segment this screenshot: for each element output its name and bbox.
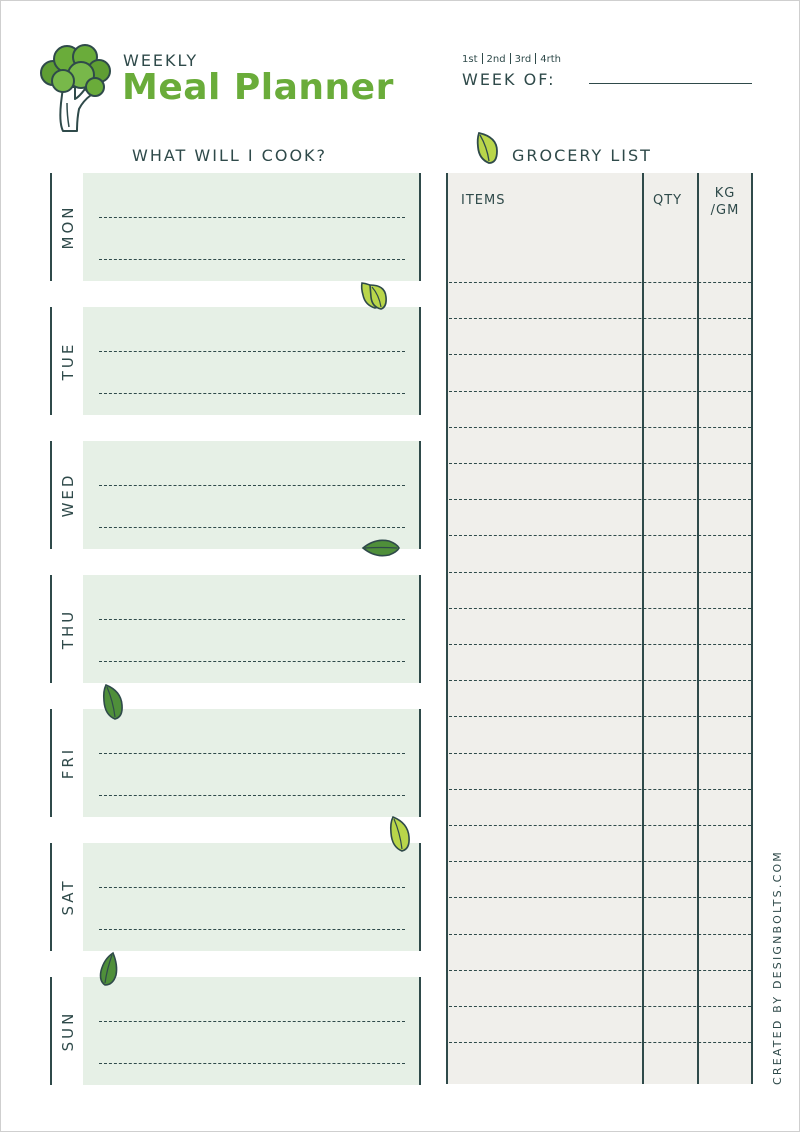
grocery-row-line (449, 463, 751, 464)
grocery-row-line (449, 282, 751, 283)
leaf-icon (102, 683, 123, 720)
column-header-qty: QTY (653, 193, 683, 208)
credit-text: CREATED BY DESIGNBOLTS.COM (771, 850, 784, 1085)
grocery-row-line (449, 390, 751, 392)
column-header-items: ITEMS (461, 193, 506, 208)
week-options: 1st 2nd 3rd 4rth (462, 53, 561, 65)
grocery-row-line (449, 318, 751, 320)
day-block-sat: SAT (50, 843, 421, 951)
week-option-3[interactable]: 3rd (514, 54, 532, 65)
day-meal-area[interactable] (83, 307, 419, 415)
grocery-row-line (449, 897, 751, 899)
grocery-row-line (449, 354, 751, 356)
day-meal-area[interactable] (83, 977, 419, 1085)
day-meal-area[interactable] (83, 441, 419, 549)
page-title: Meal Planner (122, 67, 394, 108)
week-option-2[interactable]: 2nd (486, 54, 506, 65)
grocery-heading: GROCERY LIST (512, 146, 652, 165)
grocery-row-line (449, 716, 751, 718)
column-header-kg-gm: KG /GM (710, 186, 740, 218)
leaf-icon (476, 131, 498, 164)
day-label: SAT (58, 878, 77, 916)
day-label: WED (58, 472, 77, 518)
day-label: MON (58, 204, 77, 250)
day-block-wed: WED (50, 441, 421, 549)
week-option-4[interactable]: 4rth (540, 54, 561, 65)
leaf-icon (99, 951, 118, 986)
week-of-field[interactable] (589, 83, 752, 84)
title-weekly: WEEKLY (123, 51, 199, 70)
grocery-row-line (449, 571, 751, 573)
cook-heading: WHAT WILL I COOK? (132, 146, 328, 165)
grocery-row-line (449, 426, 751, 428)
grocery-row-line (449, 933, 751, 935)
day-meal-area[interactable] (83, 709, 419, 817)
grocery-row-line (449, 535, 751, 537)
day-label: TUE (58, 341, 77, 381)
week-option-1[interactable]: 1st (462, 54, 478, 65)
day-label: THU (58, 608, 77, 650)
grocery-row-line (449, 969, 751, 971)
day-block-sun: SUN (50, 977, 421, 1085)
leaf-icon (360, 282, 387, 310)
broccoli-icon (40, 44, 111, 132)
grocery-row-line (449, 680, 751, 682)
day-meal-area[interactable] (83, 843, 419, 951)
day-meal-area[interactable] (83, 173, 419, 281)
grocery-table[interactable] (447, 173, 752, 1084)
week-of-label: WEEK OF: (462, 70, 556, 89)
day-block-fri: FRI (50, 709, 421, 817)
grocery-row-line (449, 788, 751, 790)
day-block-tue: TUE (50, 307, 421, 415)
leaf-icon (361, 539, 400, 557)
day-meal-area[interactable] (83, 575, 419, 683)
grocery-row-line (449, 499, 751, 501)
grocery-row-line (449, 861, 751, 863)
day-block-thu: THU (50, 575, 421, 683)
grocery-row-line (449, 1042, 751, 1044)
grocery-row-line (449, 644, 751, 645)
grocery-row-line (449, 752, 751, 754)
grocery-row-line (449, 1006, 751, 1007)
day-block-mon: MON (50, 173, 421, 281)
day-label: FRI (58, 746, 77, 780)
leaf-icon (389, 815, 410, 852)
day-label: SUN (58, 1010, 77, 1052)
grocery-row-line (449, 825, 751, 826)
grocery-row-line (449, 607, 751, 609)
